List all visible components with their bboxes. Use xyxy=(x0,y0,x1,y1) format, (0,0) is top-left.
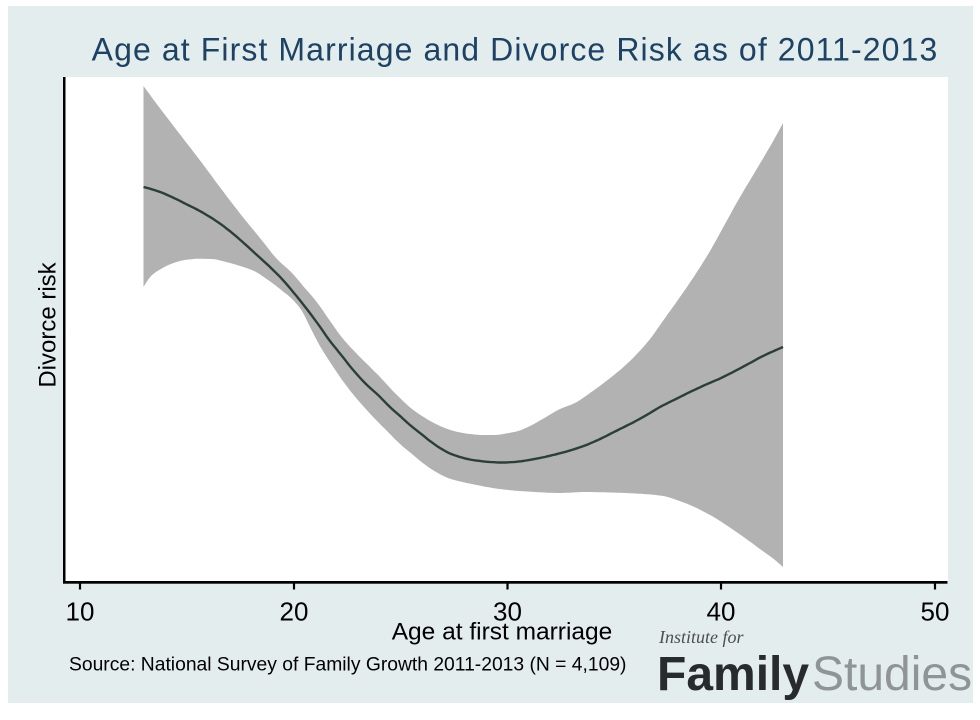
svg-text:Institute for: Institute for xyxy=(658,627,744,647)
svg-text:Age at first marriage: Age at first marriage xyxy=(392,619,613,646)
svg-text:Divorce risk: Divorce risk xyxy=(35,261,62,387)
svg-text:Age at First Marriage and Divo: Age at First Marriage and Divorce Risk a… xyxy=(92,32,939,68)
svg-text:50: 50 xyxy=(921,597,950,627)
svg-text:40: 40 xyxy=(707,597,736,627)
svg-text:10: 10 xyxy=(66,597,95,627)
svg-text:20: 20 xyxy=(280,597,309,627)
svg-text:Studies: Studies xyxy=(812,648,972,701)
svg-text:Family: Family xyxy=(657,648,809,701)
svg-text:30: 30 xyxy=(493,597,522,627)
svg-text:Source: National Survey of Fam: Source: National Survey of Family Growth… xyxy=(69,655,626,676)
